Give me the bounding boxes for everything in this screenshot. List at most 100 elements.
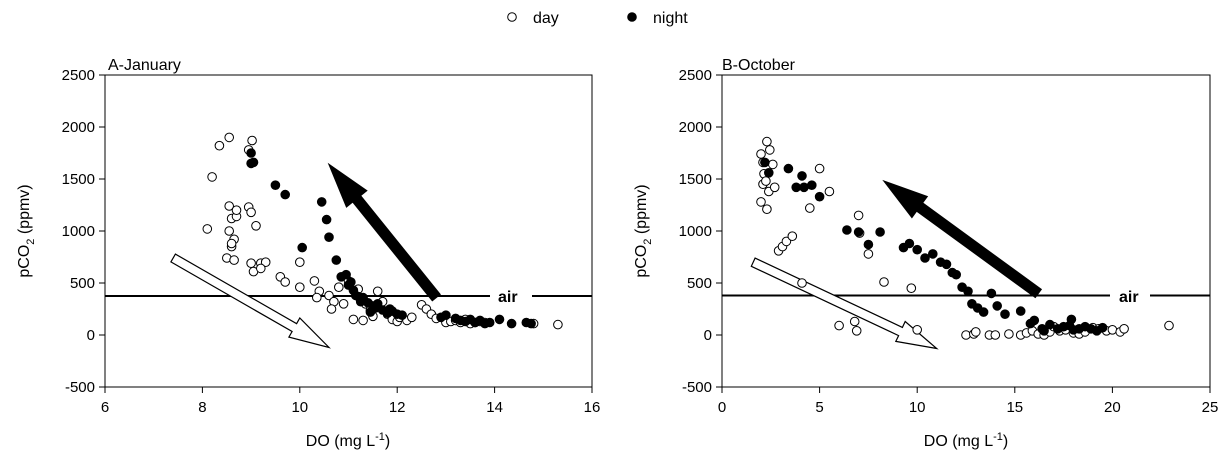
night-point: [316, 197, 327, 207]
day-point: [1119, 324, 1129, 334]
day-point: [260, 257, 271, 268]
day-point: [1004, 329, 1014, 339]
day-point: [224, 226, 234, 236]
night-point: [397, 310, 407, 321]
panel-b-ylabel: pCO2 (ppmv): [633, 184, 654, 277]
day-point: [768, 159, 778, 170]
x-tick-label: 6: [101, 399, 109, 416]
day-point: [309, 276, 320, 286]
day-point: [853, 210, 864, 221]
day-point: [781, 236, 792, 247]
day-point: [797, 278, 807, 288]
day-point: [765, 145, 775, 155]
night-point: [441, 310, 451, 321]
night-point: [863, 239, 874, 250]
night-point: [904, 238, 915, 249]
day-point: [224, 132, 234, 143]
night-point: [978, 307, 989, 317]
day-point: [756, 197, 766, 207]
plot-frame: [104, 74, 593, 388]
x-tick-label: 14: [486, 399, 503, 416]
night-point: [912, 244, 923, 255]
x-tick-label: 0: [718, 399, 726, 416]
day-point: [372, 286, 383, 297]
y-tick-label: -500: [682, 379, 712, 396]
night-point: [986, 288, 997, 299]
day-point: [971, 327, 981, 337]
panel-b-xlabel: DO (mg L-1): [924, 431, 1008, 450]
day-point: [214, 140, 225, 151]
day-point: [851, 326, 862, 336]
x-tick-label: 12: [389, 399, 406, 416]
day-point: [280, 277, 291, 287]
night-point: [321, 214, 332, 225]
night-point: [280, 189, 291, 200]
legend: day night: [507, 10, 688, 27]
plot-frame: [721, 74, 1211, 388]
day-point: [990, 330, 1001, 340]
panel-b-air-label: air: [1119, 289, 1139, 306]
day-point: [251, 221, 261, 231]
day-point: [207, 172, 217, 182]
y-tick-label: 2500: [679, 67, 712, 84]
day-point: [863, 249, 874, 259]
day-point: [256, 263, 266, 274]
panel-a: 6 8 10 12 14 16 -500 0 500 1000 1500 2000 2500: [62, 67, 601, 416]
night-point: [1000, 309, 1010, 320]
legend-marker-night: [627, 12, 637, 22]
night-point: [246, 158, 256, 169]
day-trend-arrow: [750, 257, 939, 350]
day-point: [769, 182, 780, 193]
day-point: [814, 163, 825, 174]
night-point: [928, 249, 938, 259]
night-point: [1045, 319, 1055, 330]
y-tick-label: 1000: [679, 223, 712, 240]
day-point: [762, 136, 772, 147]
x-tick-label: 10: [291, 399, 308, 416]
night-point: [484, 317, 495, 328]
day-point: [295, 257, 305, 268]
night-point: [372, 299, 383, 309]
panel-a-title: A-January: [108, 57, 181, 74]
night-point: [341, 269, 351, 280]
night-point: [992, 301, 1003, 311]
night-point: [799, 182, 809, 193]
night-trend-arrow: [882, 179, 1043, 299]
day-point: [407, 312, 417, 323]
day-point: [247, 135, 257, 146]
night-point: [1097, 322, 1108, 333]
legend-label-day: day: [533, 10, 559, 27]
day-point: [226, 238, 237, 249]
day-point: [761, 176, 771, 186]
x-tick-label: 25: [1202, 399, 1219, 416]
night-point: [875, 227, 885, 237]
night-point: [1015, 306, 1026, 316]
day-point: [912, 325, 923, 335]
night-point: [331, 255, 342, 265]
x-tick-label: 10: [909, 399, 926, 416]
night-point: [246, 148, 256, 158]
y-tick-label: 2000: [62, 119, 95, 136]
x-tick-label: 20: [1104, 399, 1121, 416]
y-tick-label: 500: [70, 275, 95, 292]
day-point: [324, 290, 334, 301]
day-point: [1164, 320, 1174, 331]
night-point: [764, 168, 774, 178]
y-tick-label: 1000: [62, 223, 95, 240]
day-point: [312, 292, 322, 303]
day-point: [246, 207, 256, 218]
day-point: [229, 255, 239, 265]
night-point: [814, 191, 825, 202]
night-point: [297, 242, 308, 253]
night-point: [324, 232, 334, 242]
night-point: [760, 157, 770, 168]
x-tick-label: 16: [584, 399, 601, 416]
night-point: [797, 171, 807, 181]
day-point: [224, 201, 234, 211]
day-point: [553, 319, 563, 330]
night-point: [1039, 326, 1049, 336]
day-point: [834, 320, 844, 331]
legend-marker-day: [507, 12, 517, 22]
night-point: [494, 314, 505, 325]
